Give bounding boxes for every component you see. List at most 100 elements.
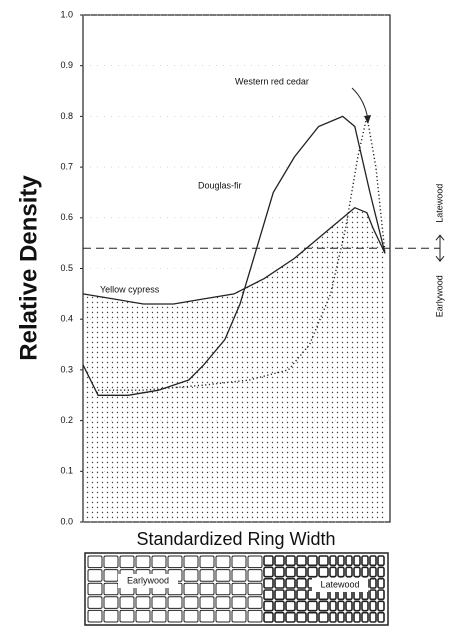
- cell: [247, 596, 263, 609]
- cell: [369, 611, 377, 623]
- cell: [369, 600, 377, 612]
- cell: [353, 600, 361, 612]
- cell: [296, 577, 307, 589]
- cell: [167, 609, 183, 623]
- cell: [285, 611, 296, 623]
- cell: [274, 577, 285, 589]
- cell: [369, 577, 377, 589]
- cell: [183, 582, 199, 596]
- cell: [318, 566, 329, 578]
- cell: [329, 566, 337, 578]
- cell: [307, 611, 318, 623]
- cell: [369, 589, 377, 601]
- cell: [231, 609, 247, 623]
- cell: [296, 600, 307, 612]
- cell: [263, 577, 274, 589]
- cell: [361, 600, 369, 612]
- y-axis-title: Relative Density: [15, 175, 42, 361]
- cell: [215, 609, 231, 623]
- cell: [345, 611, 353, 623]
- cell: [151, 609, 167, 623]
- cell: [119, 609, 135, 623]
- series-label: Yellow cypress: [100, 284, 160, 294]
- cell: [377, 555, 385, 567]
- cell: [307, 555, 318, 567]
- cell: [151, 596, 167, 609]
- cell-diagram: Earlywood Latewood: [84, 552, 389, 626]
- cell-label: Latewood: [320, 579, 359, 589]
- cell: [337, 555, 345, 567]
- cell: [377, 577, 385, 589]
- cell: [296, 589, 307, 601]
- cell: [215, 582, 231, 596]
- cell: [247, 609, 263, 623]
- cell: [345, 555, 353, 567]
- cell: [87, 555, 103, 569]
- line: [82, 206, 386, 305]
- y-tick-label: 0.5: [60, 263, 73, 273]
- label-bg: [312, 578, 368, 592]
- cell: [318, 555, 329, 567]
- cell: [183, 555, 199, 569]
- cell: [199, 596, 215, 609]
- cell: [247, 569, 263, 582]
- cell: [215, 569, 231, 582]
- label-bg: [118, 574, 178, 588]
- cell: [103, 582, 119, 596]
- cell: [274, 589, 285, 601]
- y-tick-label: 0.3: [60, 364, 73, 374]
- cell: [263, 589, 274, 601]
- earlywood-label: Earlywood: [434, 275, 444, 317]
- cell: [329, 555, 337, 567]
- cell: [307, 600, 318, 612]
- cell: [231, 596, 247, 609]
- cell: [377, 566, 385, 578]
- cell: [353, 611, 361, 623]
- y-tick-label: 0.4: [60, 314, 73, 324]
- y-tick-label: 0.6: [60, 212, 73, 222]
- cell: [183, 609, 199, 623]
- cell: [87, 596, 103, 609]
- y-tick-label: 0.7: [60, 161, 73, 171]
- cell: [285, 589, 296, 601]
- cell: [296, 566, 307, 578]
- cell: [361, 566, 369, 578]
- cell: [318, 611, 329, 623]
- y-tick-label: 0.9: [60, 60, 73, 70]
- cell: [247, 582, 263, 596]
- cell: [307, 566, 318, 578]
- cell: [183, 569, 199, 582]
- cell: [247, 555, 263, 569]
- cell: [135, 555, 151, 569]
- cell: [135, 596, 151, 609]
- cell: [183, 596, 199, 609]
- cell: [87, 609, 103, 623]
- cell: [103, 555, 119, 569]
- cell: [199, 569, 215, 582]
- cell: [135, 609, 151, 623]
- cell: [231, 582, 247, 596]
- cell: [263, 566, 274, 578]
- cell: [361, 555, 369, 567]
- annotation-arrow: [351, 87, 369, 121]
- cell: [103, 609, 119, 623]
- cell: [215, 596, 231, 609]
- cell: [285, 566, 296, 578]
- cell: [263, 600, 274, 612]
- cell: [377, 611, 385, 623]
- cell: [231, 555, 247, 569]
- cell: [167, 555, 183, 569]
- latewood-label: Latewood: [434, 184, 444, 223]
- y-tick-label: 0.1: [60, 466, 73, 476]
- line: [98, 116, 386, 391]
- cell: [119, 555, 135, 569]
- cell: [285, 555, 296, 567]
- cell: [274, 600, 285, 612]
- cell: [361, 611, 369, 623]
- cell: [337, 600, 345, 612]
- cell: [285, 577, 296, 589]
- cell: [377, 589, 385, 601]
- cell: [103, 596, 119, 609]
- x-axis-title: Standardized Ring Width: [136, 529, 335, 549]
